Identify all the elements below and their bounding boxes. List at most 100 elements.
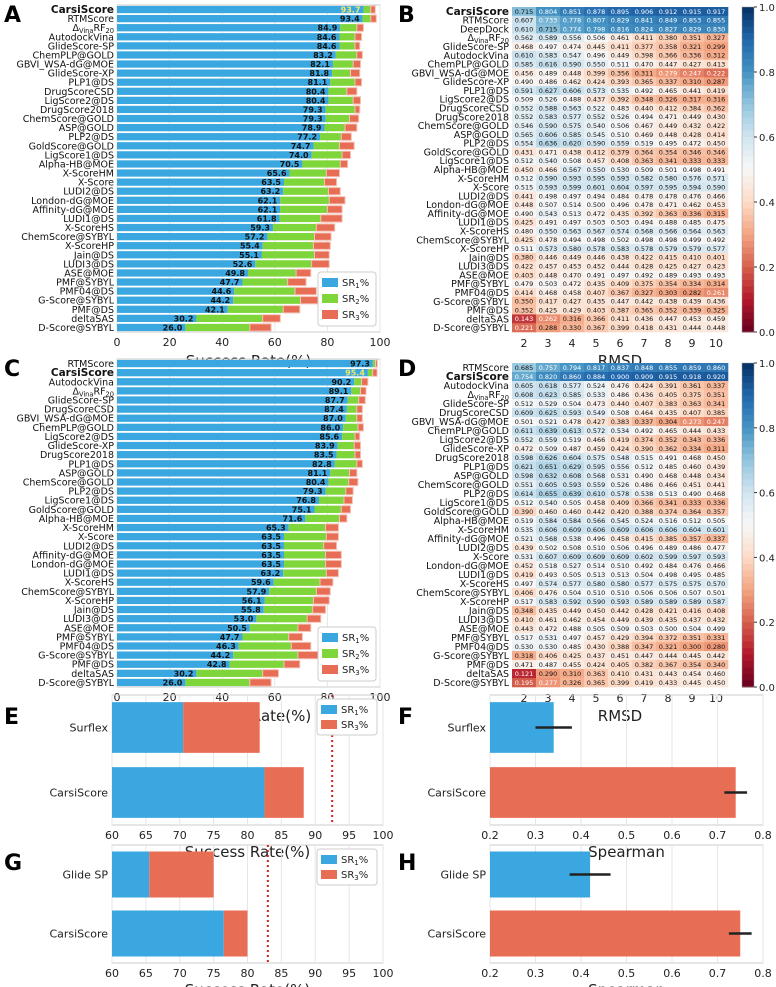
heatmap-cell bbox=[632, 191, 657, 201]
row-label: Affinity-dG@MOE bbox=[427, 209, 509, 220]
heatmap-value: 0.590 bbox=[587, 140, 606, 148]
category-label: GlideScore-XP bbox=[48, 69, 115, 80]
legend-label: SR3% bbox=[341, 870, 368, 882]
heatmap-value: 0.503 bbox=[611, 219, 630, 227]
heatmap-cell bbox=[560, 399, 585, 409]
bar-sr3 bbox=[323, 541, 338, 550]
colorbar-segment bbox=[742, 667, 754, 675]
heatmap-cell bbox=[584, 288, 609, 298]
heatmap-value: 0.351 bbox=[683, 34, 702, 42]
bar-sr1 bbox=[117, 251, 262, 259]
heatmap-value: 0.510 bbox=[587, 589, 606, 597]
heatmap-cell bbox=[512, 244, 537, 254]
heatmap-cell bbox=[560, 226, 585, 236]
heatmap-cell bbox=[608, 147, 633, 157]
heatmap-value: 0.354 bbox=[683, 661, 702, 669]
heatmap-value: 0.363 bbox=[683, 400, 702, 408]
heatmap-value: 0.221 bbox=[515, 324, 534, 332]
colorbar-tick-label: 0.8 bbox=[759, 424, 775, 435]
heatmap-value: 0.450 bbox=[707, 679, 726, 687]
heatmap-cell bbox=[680, 399, 705, 409]
bar-sr1 bbox=[117, 624, 250, 632]
chart-panel-h: 0.20.30.40.50.60.70.8SpearmanGlide SPCar… bbox=[427, 844, 772, 987]
heatmap-cell bbox=[632, 543, 657, 553]
bar-sr3 bbox=[361, 377, 369, 386]
colorbar-tick-label: 1.0 bbox=[759, 359, 775, 370]
heatmap-cell bbox=[536, 471, 561, 481]
heatmap-value: 0.468 bbox=[515, 43, 534, 51]
heatmap-value: 0.351 bbox=[683, 634, 702, 642]
colorbar-segment bbox=[742, 137, 754, 144]
heatmap-cell bbox=[704, 121, 729, 131]
category-label: DrugScoreCSD bbox=[44, 87, 114, 98]
category-label: Glide SP bbox=[63, 869, 109, 882]
heatmap-cell bbox=[608, 270, 633, 280]
colorbar-segment bbox=[742, 641, 754, 649]
heatmap-cell bbox=[512, 507, 537, 517]
heatmap-cell bbox=[608, 363, 633, 373]
heatmap-value: 0.431 bbox=[659, 324, 678, 332]
heatmap-value: 0.915 bbox=[683, 8, 702, 16]
heatmap-cell bbox=[536, 435, 561, 445]
heatmap-cell bbox=[536, 50, 561, 61]
heatmap-cell bbox=[584, 296, 609, 306]
heatmap-value: 0.399 bbox=[611, 324, 630, 332]
row-label: ΔVinaRF20 bbox=[467, 390, 509, 402]
heatmap-cell bbox=[608, 480, 633, 490]
heatmap-value: 0.337 bbox=[659, 78, 678, 86]
bar-sr1 bbox=[117, 196, 281, 204]
heatmap-value: 0.444 bbox=[611, 263, 630, 271]
bar-sr3 bbox=[354, 105, 361, 114]
heatmap-cell bbox=[512, 68, 537, 78]
heatmap-cell bbox=[656, 678, 681, 688]
heatmap-value: 0.348 bbox=[515, 607, 534, 615]
heatmap-value: 0.512 bbox=[515, 175, 534, 183]
heatmap-value: 0.290 bbox=[539, 670, 558, 678]
heatmap-value: 0.315 bbox=[707, 210, 726, 218]
heatmap-cell bbox=[584, 507, 609, 517]
heatmap-cell bbox=[536, 94, 561, 104]
colorbar-segment bbox=[742, 117, 754, 125]
heatmap-cell bbox=[512, 147, 537, 157]
bar-value-label: 26.0 bbox=[163, 678, 183, 687]
heatmap-cell bbox=[608, 59, 633, 69]
heatmap-cell bbox=[656, 534, 681, 544]
bar-sr3 bbox=[312, 596, 330, 605]
bar-sr3 bbox=[338, 141, 355, 150]
heatmap-cell bbox=[704, 226, 729, 236]
heatmap-value: 0.393 bbox=[611, 78, 630, 86]
category-label: PLP1@DS bbox=[68, 459, 114, 470]
heatmap-value: 0.491 bbox=[587, 271, 606, 279]
heatmap-cell bbox=[584, 200, 609, 210]
heatmap-value: 0.531 bbox=[515, 553, 534, 561]
colorbar-segment bbox=[742, 299, 754, 307]
bar-sr1 bbox=[117, 423, 344, 431]
bar-sr2 bbox=[288, 523, 326, 532]
bar-sr2 bbox=[284, 551, 326, 559]
colorbar-segment bbox=[742, 169, 754, 177]
heatmap-cell bbox=[632, 15, 657, 25]
heatmap-cell bbox=[680, 147, 705, 157]
heatmap-value: 0.521 bbox=[539, 418, 558, 426]
heatmap-cell bbox=[656, 507, 681, 517]
heatmap-value: 0.247 bbox=[707, 418, 726, 426]
heatmap-value: 0.441 bbox=[683, 87, 702, 95]
x-axis-title: RMSD bbox=[598, 707, 642, 725]
heatmap-value: 0.356 bbox=[611, 69, 630, 77]
heatmap-value: 0.425 bbox=[659, 263, 678, 271]
heatmap-value: 0.495 bbox=[683, 571, 702, 579]
heatmap-value: 0.715 bbox=[515, 8, 534, 16]
row-label: Jain@DS bbox=[468, 606, 509, 617]
colorbar-segment bbox=[742, 674, 754, 682]
heatmap-value: 0.431 bbox=[515, 148, 534, 156]
heatmap-value: 0.609 bbox=[515, 409, 534, 417]
bar-sr1 bbox=[117, 123, 325, 132]
heatmap-value: 0.598 bbox=[515, 472, 534, 480]
heatmap-value: 0.443 bbox=[515, 625, 534, 633]
bar-sr1 bbox=[117, 587, 270, 595]
heatmap-value: 0.494 bbox=[635, 113, 654, 121]
bar-sr1 bbox=[117, 24, 341, 32]
heatmap-cell bbox=[536, 235, 561, 245]
colorbar-segment bbox=[742, 628, 754, 636]
heatmap-value: 0.462 bbox=[563, 78, 582, 86]
